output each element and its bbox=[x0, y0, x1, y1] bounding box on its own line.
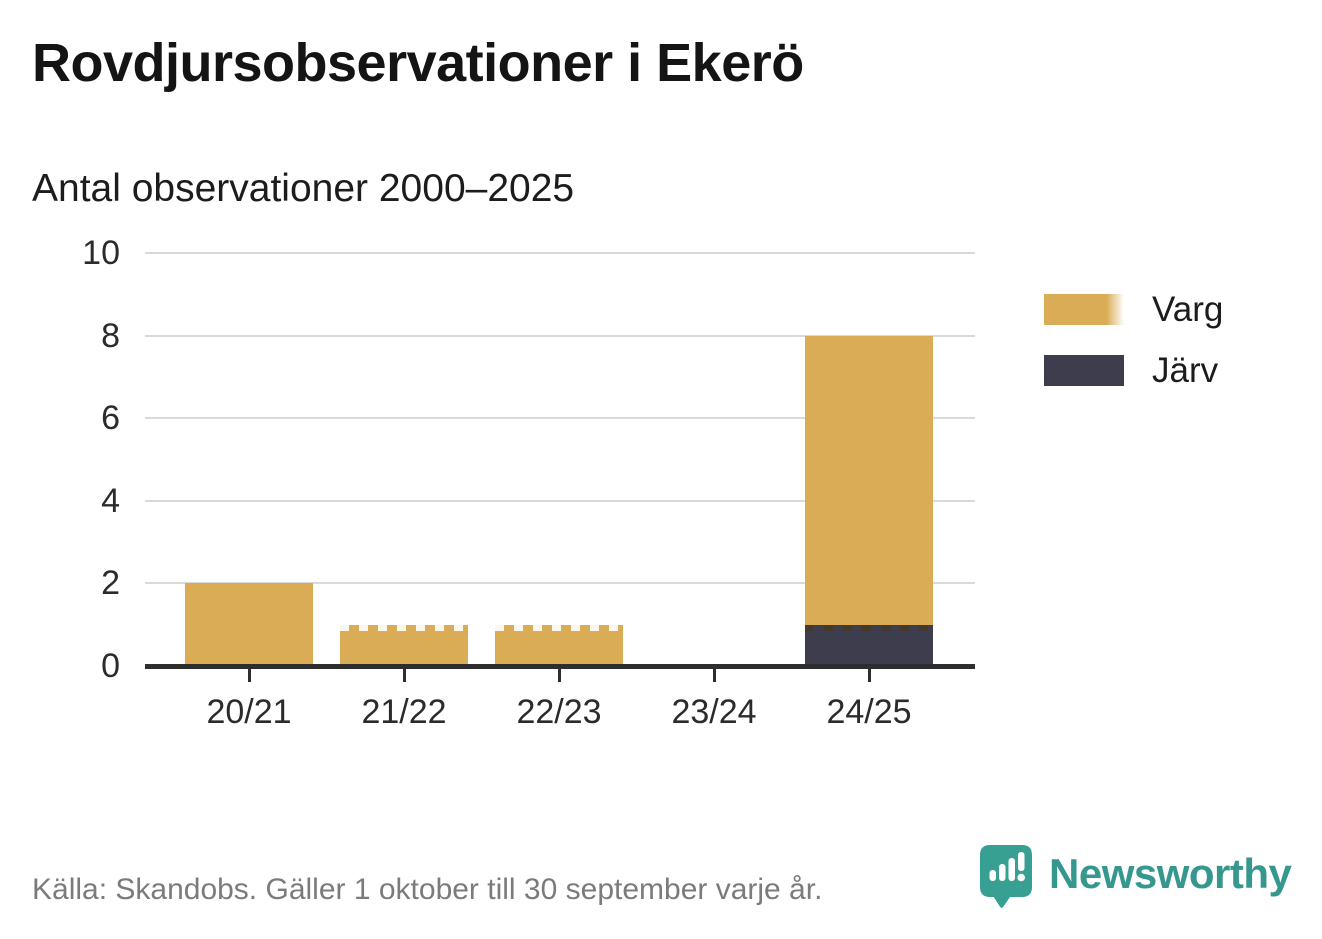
x-tick bbox=[402, 669, 406, 682]
x-tick-label: 20/21 bbox=[206, 693, 292, 731]
brand-name: Newsworthy bbox=[1049, 850, 1292, 897]
y-tick-label: 6 bbox=[101, 399, 120, 438]
x-tick-label: 22/23 bbox=[516, 693, 602, 731]
y-tick-label: 8 bbox=[101, 316, 120, 355]
gridline bbox=[145, 334, 975, 337]
x-tick bbox=[247, 669, 251, 682]
gridline bbox=[145, 582, 975, 585]
legend-label-jarv: Järv bbox=[1152, 351, 1219, 390]
y-tick-label: 10 bbox=[82, 234, 120, 272]
x-tick bbox=[712, 669, 716, 682]
source-note: Källa: Skandobs. Gäller 1 oktober till 3… bbox=[32, 873, 823, 906]
y-tick-label: 2 bbox=[101, 564, 120, 603]
legend-swatch-varg bbox=[1044, 294, 1124, 325]
gridline bbox=[145, 252, 975, 254]
bar-segment-varg bbox=[805, 335, 933, 625]
legend-item-varg: Varg bbox=[1044, 292, 1223, 327]
y-tick-label: 0 bbox=[101, 647, 120, 685]
gridline bbox=[145, 499, 975, 502]
chart-title: Rovdjursobservationer i Ekerö bbox=[32, 33, 804, 93]
brand-logo: Newsworthy bbox=[979, 844, 1292, 910]
chart-subtitle: Antal observationer 2000–2025 bbox=[32, 167, 575, 210]
x-tick-label: 21/22 bbox=[361, 693, 447, 731]
legend-swatch-jarv bbox=[1044, 355, 1124, 386]
bar-dashed-top-edge bbox=[495, 624, 623, 631]
x-tick-label: 23/24 bbox=[671, 693, 757, 731]
x-tick bbox=[867, 669, 871, 682]
x-axis-line bbox=[145, 664, 975, 669]
y-tick-label: 4 bbox=[101, 481, 120, 520]
newsworthy-speech-bubble-chart-icon bbox=[980, 845, 1032, 908]
gridline bbox=[145, 417, 975, 420]
legend-item-jarv: Järv bbox=[1044, 353, 1223, 388]
bar-segment-varg bbox=[185, 583, 313, 666]
bar-dashed-top-edge bbox=[805, 624, 933, 631]
bar-segment-varg bbox=[495, 624, 623, 666]
legend-label-varg: Varg bbox=[1152, 290, 1224, 329]
bar-dashed-top-edge bbox=[340, 624, 468, 631]
x-tick-label: 24/25 bbox=[826, 693, 912, 731]
bar-segment-varg bbox=[340, 624, 468, 666]
x-tick bbox=[557, 669, 561, 682]
legend: Varg Järv bbox=[1044, 292, 1223, 388]
bar-segment-jrv bbox=[805, 624, 933, 666]
